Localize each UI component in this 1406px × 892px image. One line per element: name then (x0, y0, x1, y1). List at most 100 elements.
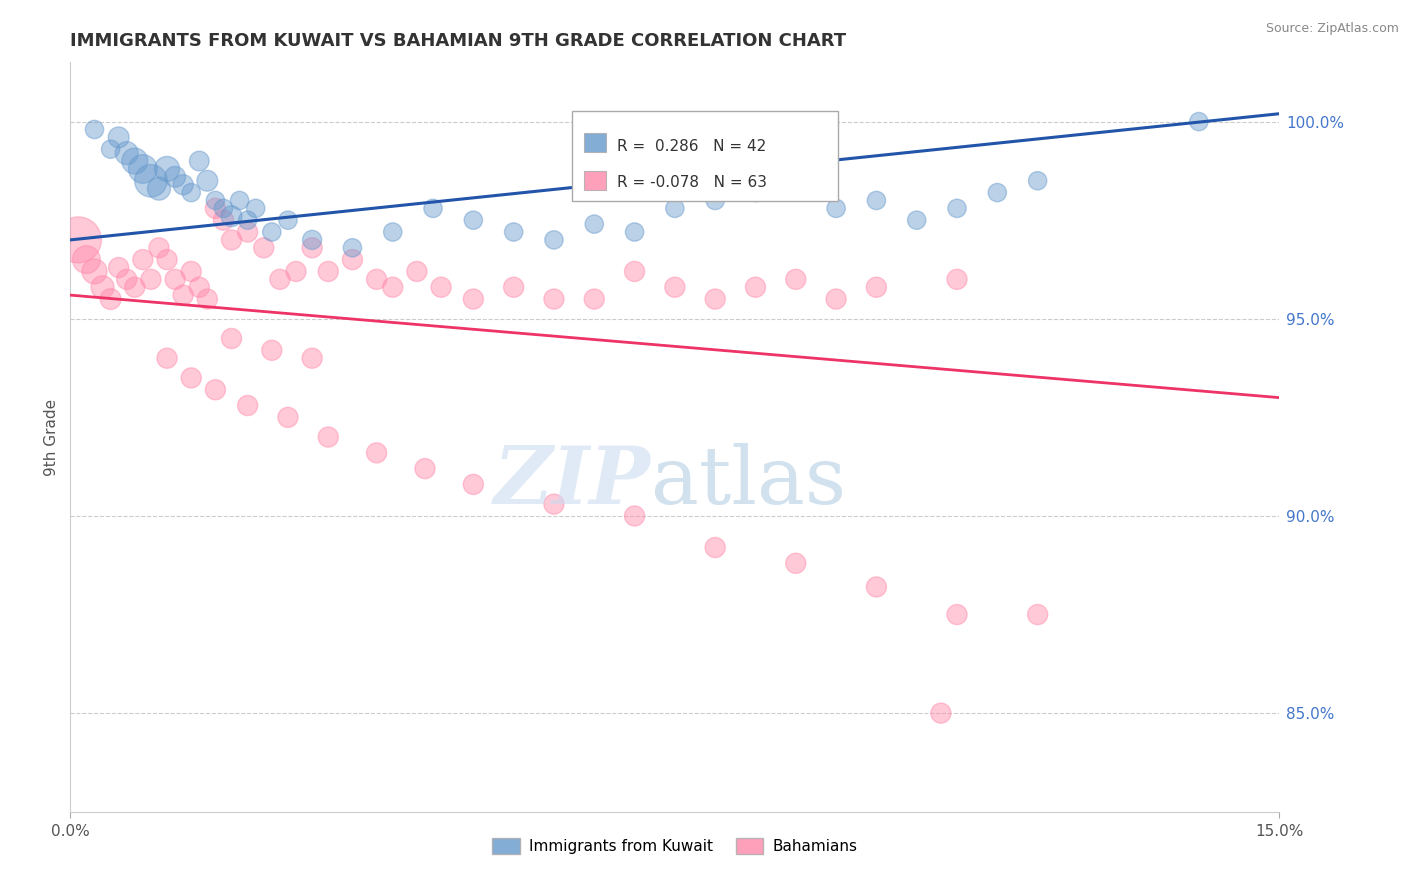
Point (124, 154, 146, 169)
Legend: Immigrants from Kuwait, Bahamians: Immigrants from Kuwait, Bahamians (486, 832, 863, 860)
Point (188, 280, 211, 294)
Point (366, 446, 388, 460)
Point (825, 202, 848, 216)
Point (156, 252, 179, 267)
Point (413, 461, 436, 475)
Point (704, 194, 727, 208)
Point (148, 181, 170, 195)
Point (543, 233, 565, 247)
Point (785, 174, 807, 188)
Point (212, 202, 235, 216)
Point (285, 264, 308, 278)
Point (543, 292, 565, 306)
Point (221, 209, 243, 223)
Point (204, 383, 226, 397)
Point (623, 264, 645, 278)
FancyBboxPatch shape (585, 134, 606, 153)
Point (204, 202, 226, 216)
Point (260, 225, 283, 239)
Point (463, 292, 485, 306)
Point (1026, 607, 1049, 622)
Point (172, 288, 194, 302)
Point (245, 202, 267, 216)
Point (463, 477, 485, 491)
Point (107, 130, 129, 145)
Point (785, 272, 807, 286)
Point (623, 225, 645, 239)
Text: atlas: atlas (651, 443, 846, 521)
Point (704, 541, 727, 555)
Point (785, 556, 807, 570)
Point (1026, 174, 1049, 188)
Y-axis label: 9th Grade: 9th Grade (44, 399, 59, 475)
Point (664, 202, 686, 216)
Point (107, 260, 129, 275)
Point (664, 280, 686, 294)
Point (704, 292, 727, 306)
Point (132, 252, 155, 267)
Point (422, 202, 444, 216)
Point (381, 280, 404, 294)
Point (188, 154, 211, 169)
Point (316, 264, 339, 278)
Point (228, 194, 250, 208)
Point (905, 213, 928, 227)
Point (260, 343, 283, 358)
Point (277, 410, 299, 425)
Point (744, 280, 766, 294)
Text: R = -0.078   N = 63: R = -0.078 N = 63 (617, 175, 766, 190)
Point (623, 508, 645, 523)
Text: ZIP: ZIP (494, 443, 651, 521)
Point (172, 178, 194, 192)
Point (825, 292, 848, 306)
Point (946, 272, 969, 286)
Point (301, 233, 323, 247)
Point (316, 430, 339, 444)
Point (986, 186, 1008, 200)
Point (543, 497, 565, 511)
FancyBboxPatch shape (572, 112, 838, 201)
Point (165, 272, 187, 286)
FancyBboxPatch shape (585, 171, 606, 190)
Point (583, 217, 606, 231)
Point (195, 292, 218, 306)
Point (366, 272, 388, 286)
Point (195, 174, 218, 188)
Point (75, 252, 97, 267)
Point (115, 146, 138, 161)
Point (83, 264, 105, 278)
Point (212, 213, 235, 227)
Point (342, 241, 364, 255)
Point (301, 351, 323, 366)
Point (165, 169, 187, 184)
Point (946, 607, 969, 622)
Point (301, 241, 323, 255)
Point (502, 280, 524, 294)
Point (204, 194, 226, 208)
Point (929, 706, 952, 720)
Point (100, 292, 122, 306)
Point (583, 292, 606, 306)
Point (67, 233, 90, 247)
Point (865, 280, 887, 294)
Point (744, 186, 766, 200)
Point (91, 280, 114, 294)
Point (277, 213, 299, 227)
Point (115, 272, 138, 286)
Point (236, 399, 259, 413)
Point (156, 161, 179, 176)
Point (132, 161, 155, 176)
Point (236, 213, 259, 227)
Point (221, 233, 243, 247)
Point (269, 272, 291, 286)
Point (502, 225, 524, 239)
Point (946, 202, 969, 216)
Point (463, 213, 485, 227)
Point (139, 272, 162, 286)
Point (100, 142, 122, 156)
Point (865, 194, 887, 208)
Point (253, 241, 276, 255)
Text: Source: ZipAtlas.com: Source: ZipAtlas.com (1265, 22, 1399, 36)
Point (381, 225, 404, 239)
Point (865, 580, 887, 594)
